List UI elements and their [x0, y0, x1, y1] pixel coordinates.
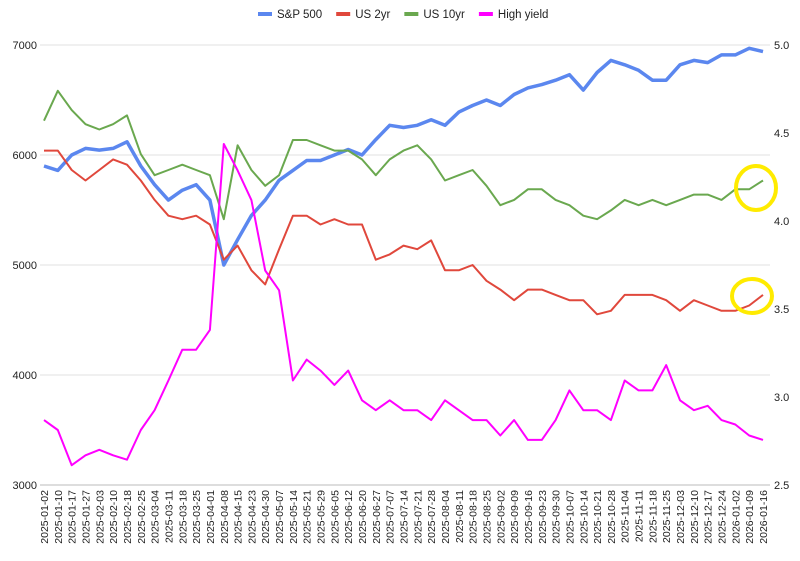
x-tick-label: 2025-08-04 [440, 490, 452, 544]
legend-swatch [258, 12, 272, 16]
x-axis: 2025-01-02 2025-01-10 2025-01-17 2025-01-27… [39, 490, 770, 544]
right-tick-label: 5.0 [774, 40, 789, 52]
left-tick-label: 3000 [13, 480, 37, 492]
x-tick-label: 2025-07-14 [399, 490, 411, 544]
x-tick-label: 2025-06-27 [371, 490, 383, 544]
x-tick-label: 2025-08-11 [454, 490, 466, 543]
x-tick-label: 2025-01-02 [39, 490, 51, 544]
x-tick-label: 2025-09-09 [509, 490, 521, 544]
x-tick-label: 2025-11-11 [634, 490, 646, 542]
x-tick-label: 2025-06-20 [357, 490, 369, 544]
x-tick-label: 2025-04-15 [233, 490, 245, 544]
highlight-annotations [730, 164, 778, 315]
x-tick-label: 2025-10-07 [564, 490, 576, 544]
x-tick-label: 2025-08-25 [481, 490, 493, 544]
x-tick-label: 2025-09-02 [495, 490, 507, 544]
x-tick-label: 2025-02-10 [108, 490, 120, 544]
x-tick-label: 2025-05-14 [288, 490, 300, 544]
left-tick-label: 5000 [13, 260, 37, 272]
gridlines [40, 44, 770, 486]
x-tick-label: 2025-03-18 [177, 490, 189, 544]
series-lines [43, 46, 764, 467]
x-tick-label: 2025-02-18 [122, 490, 134, 544]
x-tick-label: 2026-01-16 [758, 490, 770, 544]
x-tick-label: 2025-10-21 [592, 490, 604, 544]
right-tick-label: 4.0 [774, 216, 789, 228]
left-tick-label: 4000 [13, 370, 37, 382]
x-tick-label: 2025-07-21 [412, 490, 424, 544]
x-tick-label: 2025-08-18 [468, 490, 480, 544]
highlight-circle-2yr [730, 277, 774, 315]
legend-swatch [336, 12, 351, 16]
x-tick-label: 2025-11-18 [647, 490, 659, 543]
left-tick-label: 7000 [13, 40, 37, 52]
x-tick-label: 2025-03-25 [191, 490, 203, 544]
left-axis: 3000 4000 5000 6000 7000 [13, 40, 37, 492]
x-tick-label: 2025-10-14 [578, 490, 590, 544]
x-tick-label: 2025-07-28 [426, 490, 438, 544]
x-tick-label: 2025-06-05 [329, 490, 341, 544]
right-tick-label: 4.5 [774, 128, 789, 140]
right-tick-label: 3.5 [774, 304, 789, 316]
left-tick-label: 6000 [13, 150, 37, 162]
x-tick-label: 2025-02-25 [136, 490, 148, 544]
x-tick-label: 2025-07-07 [385, 490, 397, 544]
legend-swatch [404, 12, 419, 16]
series-line-us-10yr [43, 89, 764, 221]
x-tick-label: 2025-04-01 [205, 490, 217, 544]
series-line-us-2yr [44, 149, 764, 316]
x-tick-label: 2025-12-24 [717, 490, 729, 544]
x-tick-label: 2025-04-30 [260, 490, 272, 544]
legend-swatch [478, 12, 493, 16]
x-tick-label: 2025-04-23 [246, 490, 258, 544]
x-tick-label: 2025-04-08 [219, 490, 231, 544]
x-tick-label: 2026-01-09 [744, 490, 756, 544]
x-tick-label: 2025-03-04 [150, 490, 162, 544]
highlight-circle-10yr [734, 164, 778, 212]
right-tick-label: 3.0 [774, 392, 789, 404]
x-tick-label: 2025-11-04 [620, 490, 632, 543]
series-line-high-yield [43, 143, 764, 467]
legend-label: S&P 500 [277, 9, 322, 21]
x-tick-label: 2025-05-29 [316, 490, 328, 544]
legend: S&P 500 US 2yr US 10yr High yield [258, 9, 548, 21]
x-tick-label: 2025-05-07 [274, 490, 286, 544]
x-tick-label: 2025-03-11 [163, 490, 175, 543]
legend-label: US 2yr [355, 9, 390, 21]
x-tick-label: 2025-01-10 [53, 490, 65, 544]
x-tick-label: 2025-09-16 [523, 490, 535, 544]
x-tick-label: 2025-12-17 [703, 490, 715, 544]
x-tick-label: 2025-11-25 [661, 490, 673, 543]
right-axis: 2.5 3.0 3.5 4.0 4.5 5.0 [774, 40, 789, 492]
x-tick-label: 2025-01-17 [67, 490, 79, 544]
x-tick-label: 2025-01-27 [80, 490, 92, 544]
right-tick-label: 2.5 [774, 480, 789, 492]
x-tick-label: 2026-01-02 [730, 490, 742, 544]
x-tick-label: 2025-05-21 [302, 490, 314, 544]
legend-label: High yield [498, 9, 549, 21]
x-tick-label: 2025-09-23 [537, 490, 549, 544]
x-tick-label: 2025-09-30 [551, 490, 563, 544]
x-tick-label: 2025-02-03 [94, 490, 106, 544]
legend-label: US 10yr [423, 9, 465, 21]
series-line-s-p-500 [43, 46, 764, 267]
x-tick-label: 2025-10-28 [606, 490, 618, 544]
x-tick-label: 2025-12-10 [689, 490, 701, 544]
x-tick-label: 2025-12-03 [675, 490, 687, 544]
x-tick-label: 2025-06-12 [343, 490, 355, 544]
